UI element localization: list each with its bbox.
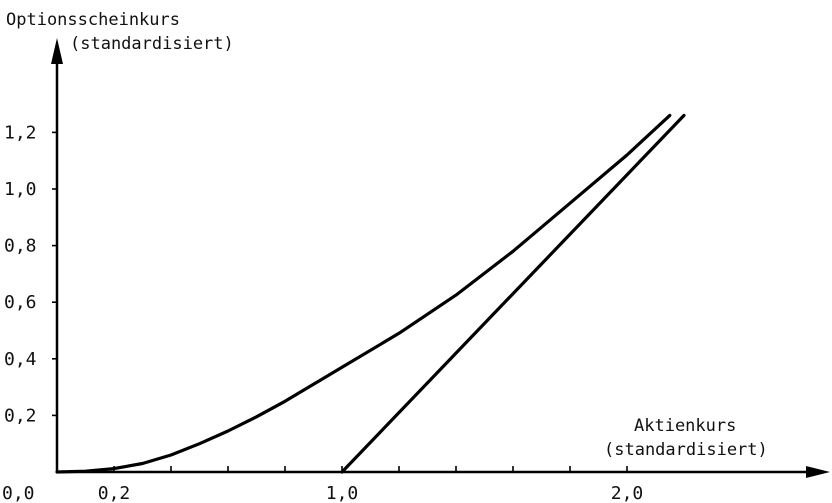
option-price-curve [55, 113, 672, 474]
y-axis-label-line2: (standardisiert) [70, 34, 234, 54]
y-tick-label: 0,2 [4, 405, 37, 426]
y-tick-label: 0,8 [4, 236, 37, 257]
x-axis-label-line2: (standardisiert) [604, 440, 768, 460]
axes [51, 38, 830, 478]
y-tick-label: 1,0 [4, 179, 37, 200]
x-axis-arrowhead [806, 466, 830, 478]
x-tick-label: 0,2 [98, 483, 131, 503]
y-tick-label: 0,6 [4, 292, 37, 313]
x-tick-label: 1,0 [326, 483, 359, 503]
y-tick-label: 0,4 [4, 349, 37, 370]
series-lines [55, 113, 686, 474]
intrinsic-value-line [340, 113, 686, 474]
tick-marks [52, 131, 628, 472]
y-tick-labels: 0,2 0,4 0,6 0,8 1,0 1,2 [4, 122, 37, 426]
y-tick-label: 1,2 [4, 122, 37, 143]
x-tick-label: 2,0 [611, 483, 644, 503]
y-axis-label-line1: Optionsscheinkurs [6, 10, 180, 30]
x-tick-label: 0,0 [2, 483, 35, 503]
y-axis-arrowhead [51, 38, 63, 64]
x-tick-labels: 0,0 0,2 1,0 2,0 [2, 483, 643, 503]
x-axis-label-line1: Aktienkurs [634, 416, 736, 436]
